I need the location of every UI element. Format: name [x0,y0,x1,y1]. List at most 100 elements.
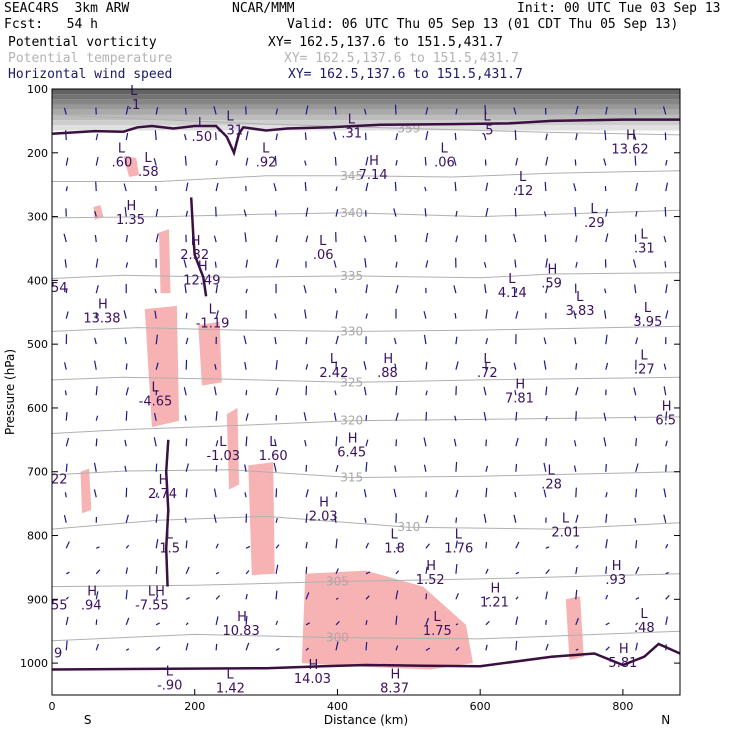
extremum-type: L [151,381,159,396]
wind-vector [125,132,129,141]
wind-vector [393,488,397,498]
y-tick-label: 1000 [20,657,48,670]
forecast-hour: Fcst: 54 h [4,17,98,32]
strat-band-strip [52,94,680,100]
wind-vector [603,437,607,447]
wind-vector [95,546,100,549]
wind-vector [424,157,427,166]
wind-vector [124,439,127,447]
extremum-value: 2.01 [551,525,580,540]
wind-vector [455,564,458,574]
wind-vector [155,208,159,217]
wind-vector [274,336,277,345]
wind-vector [335,597,339,600]
extremum-value: 1.35 [116,213,145,228]
extremum-type: L [640,227,648,242]
wind-vector [605,362,609,370]
wind-vector [635,211,638,217]
extremum-type: H [198,259,208,274]
extremum-type: H [612,559,622,574]
wind-vector [514,130,517,141]
wind-vector [244,492,247,498]
wind-vector [153,158,157,166]
wind-vector [395,261,398,268]
wind-vector [455,336,458,345]
wind-vector [605,208,608,217]
x-tick-label: 800 [612,700,633,713]
theta-contour [51,630,681,642]
theta-contour-label: 330 [340,324,363,338]
wind-vector [244,361,247,370]
extremum-type: L [198,116,206,131]
wind-vector [544,181,547,192]
wind-vector [64,492,67,498]
extremum-type: L [433,610,441,625]
wind-vector [185,488,188,498]
wind-vector [514,390,517,396]
extremum-type: L [226,668,234,683]
wind-vector [245,593,248,600]
extremum-value: .48 [634,621,655,636]
wind-vector [424,208,427,217]
wind-vector [154,288,157,294]
wind-vector [365,156,369,166]
wind-vector [575,648,579,651]
y-axis-label: Pressure (hPa) [3,349,17,435]
extremum-type: H [237,610,247,625]
theta-contour [51,573,681,588]
wind-vector [305,541,308,549]
wind-vector [94,210,97,217]
wind-vector [515,596,519,600]
wind-vector [275,517,278,523]
wind-vector [543,211,547,217]
extremum-value: .94 [81,599,102,614]
wind-vector [363,235,367,243]
wind-vector [453,285,457,294]
wind-vector [575,566,578,574]
wind-vector [245,131,249,141]
theta-contour [51,209,681,219]
edge-extremum-value: 9 [54,647,62,662]
wind-vector [665,616,668,625]
wind-vector [65,616,69,625]
wind-vector [334,390,337,396]
wind-vector [213,488,217,498]
extremum-value: 7.81 [505,391,534,406]
extremum-type: L [508,272,516,287]
wind-vector [635,463,639,472]
extremum-type: H [87,585,97,600]
wind-vector [213,386,217,396]
field-name-theta: Potential temperature [8,51,173,66]
extremum-type: L [455,527,463,542]
wind-vector [395,645,399,651]
wind-vector [363,108,367,115]
wind-vector [635,313,638,319]
wind-vector [95,591,99,600]
wind-vector [273,462,277,472]
wind-vector [93,489,97,498]
extremum-value: -.31 [218,123,243,138]
pv-shaded-region [248,462,275,576]
wind-vector [395,546,399,549]
wind-vector [485,541,488,549]
wind-vector [334,288,337,294]
wind-vector [574,159,577,166]
pv-contour [51,642,681,671]
wind-vector [605,513,608,523]
wind-vector [95,569,101,575]
wind-vector [515,157,519,166]
wind-vector [485,182,489,192]
wind-vector [513,107,517,115]
wind-vector [335,568,339,575]
wind-vector [454,415,457,421]
wind-vector [545,643,549,651]
wind-vector [513,233,517,243]
wind-vector [365,620,368,625]
wind-vector [275,235,278,243]
wind-vector [423,311,427,319]
wind-vector [455,461,458,472]
wind-vector [574,206,577,217]
wind-vector [305,235,309,243]
y-tick-label: 900 [27,593,48,606]
wind-vector [543,462,547,472]
